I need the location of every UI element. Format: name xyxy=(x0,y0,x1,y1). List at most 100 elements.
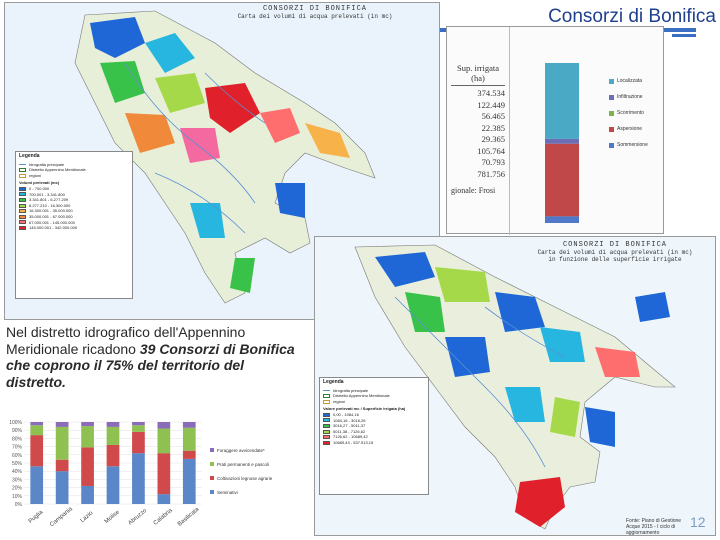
map2-legend-subtitle: Valore prelevati mc / Superficie irrigat… xyxy=(323,406,406,412)
map2-header-subtitle: Carta dei volumi di acqua prelevati (in … xyxy=(537,249,693,256)
map2-zone-cyan xyxy=(540,327,585,362)
map1-legend-label: Distretto Appennino Meridionale xyxy=(29,167,86,173)
map1-class-swatch xyxy=(19,203,26,208)
map1-class-label: 145.000.001 - 342.000.000 xyxy=(29,225,78,231)
map2-zone-cyan2 xyxy=(505,387,545,422)
map1-class-swatch xyxy=(19,220,26,225)
land-use-chart-panel: 0% 10% 20% 30% 40% 50% 60% 70% 80% 90% 100% Puglia C… xyxy=(4,416,300,538)
map2-class-label: 10689,43 - 537.913,15 xyxy=(333,439,374,445)
map2-zone-blue2 xyxy=(495,292,545,332)
chart-legend-swatch xyxy=(210,476,214,480)
chart-y-tick-label: 90% xyxy=(12,428,23,434)
map2-class-swatch xyxy=(323,429,330,434)
map1-header-subtitle: Carta dei volumi di acqua prelevati (in … xyxy=(237,13,393,20)
map2-zone-salmon xyxy=(595,347,640,377)
chart-x-tick-label: Lazio xyxy=(80,510,95,524)
chart-bar-segment xyxy=(106,422,120,427)
irrigated-area-value: 105.764 xyxy=(477,145,505,156)
map1-class-swatch xyxy=(19,192,26,197)
chart-legend-swatch xyxy=(210,448,214,452)
irrigated-area-values: 374.534 122.449 56.465 22.385 29.365 105.764 7… xyxy=(451,88,505,180)
body-text-emphasis: 39 Consorzi di Bonifica che coprono il 7… xyxy=(6,340,295,390)
map1-class-row: 3.341.801 - 6.277.209 xyxy=(19,197,129,203)
chart-bar-segment xyxy=(30,425,44,436)
map2-header: CONSORZI DI BONIFICA Carta dei volumi di… xyxy=(515,241,715,263)
map2-zone-green xyxy=(405,292,445,332)
map1-river xyxy=(154,172,246,234)
irrigated-area-header: Sup. irrigata (ha) xyxy=(451,63,505,86)
irrigation-legend-row: Aspersione xyxy=(609,121,648,137)
irrigation-stacked-bar xyxy=(545,63,579,223)
map1-class-label: 0 - 700.000 xyxy=(29,185,50,191)
map1-class-swatch xyxy=(19,225,26,230)
map1-zone-green xyxy=(100,61,145,103)
map1-zone-lime xyxy=(155,73,205,113)
chart-x-tick-label: Basilicata xyxy=(177,506,201,528)
map2-class-label: 7126,62 - 10689,42 xyxy=(333,434,368,440)
chart-x-tick-label: Puglia xyxy=(28,509,45,525)
map1-zone-cyan xyxy=(145,33,195,73)
irrigation-legend-label: Infiltrazione xyxy=(617,94,643,100)
chart-legend-label: Foraggere avvicendate* xyxy=(217,448,265,453)
chart-bar-segment xyxy=(132,422,145,426)
chart-y-tick-label: 80% xyxy=(12,436,23,442)
irrigated-area-value: 122.449 xyxy=(477,99,505,110)
chart-y-tick-label: 30% xyxy=(12,477,23,483)
chart-y-tick-label: 70% xyxy=(12,445,23,451)
irrigation-legend-swatch xyxy=(609,142,614,148)
chart-bar-segment xyxy=(55,471,69,504)
irrigation-legend-row: Localizzata xyxy=(609,73,648,89)
map2-class-label: 3016,27 - 5011,37 xyxy=(333,423,366,429)
irrigated-area-value: 781.756 xyxy=(477,168,505,179)
chart-x-tick-label: Abruzzo xyxy=(127,507,148,526)
chart-x-tick-label: Campania xyxy=(49,506,74,529)
map1-legend-swatch xyxy=(19,167,26,172)
chart-legend-label: Seminativi xyxy=(217,490,238,495)
chart-y-tick-label: 100% xyxy=(9,420,22,426)
irrigation-legend-row: Scorrimento xyxy=(609,105,648,121)
map1-zone-pink xyxy=(180,128,220,163)
chart-bar-segment xyxy=(81,422,94,427)
map1-class-label: 6.277.210 - 16.300.000 xyxy=(29,202,71,208)
map2-drawing xyxy=(354,244,676,530)
map1-zone-amber xyxy=(305,123,350,158)
chart-bar-segment xyxy=(81,447,94,486)
chart-legend-swatch xyxy=(210,462,214,466)
title-underline-accent xyxy=(672,34,696,37)
irrigated-area-value: 70.793 xyxy=(481,157,505,167)
map2-river xyxy=(484,306,566,358)
map1-legend-label: regioni xyxy=(29,172,42,178)
source-note: Fonte: Piano di Gestione Acque 2015 - I … xyxy=(626,518,682,536)
map2-class-label: 0,00 - 1084,16 xyxy=(333,411,359,417)
map2-river xyxy=(394,296,546,468)
chart-bar-segment xyxy=(182,458,196,504)
chart-x-tick-label: Molise xyxy=(104,509,122,525)
map1-class-swatch xyxy=(19,214,26,219)
chart-bar-segment xyxy=(106,466,120,504)
irrigation-inset: Sup. irrigata (ha) 374.534 122.449 56.465 2… xyxy=(446,26,664,235)
map1-class-row: 700.001 - 3.341.800 xyxy=(19,192,129,198)
map-volumes-per-area-panel[interactable]: CONSORZI DI BONIFICA Carta dei volumi di… xyxy=(314,236,716,536)
map1-class-row: 6.277.210 - 16.300.000 xyxy=(19,203,129,209)
map1-class-swatch xyxy=(19,209,26,214)
irrigated-area-value: 56.465 xyxy=(481,111,505,121)
inset-divider xyxy=(509,27,510,235)
map1-class-label: 700.001 - 3.341.800 xyxy=(29,191,65,197)
irrigated-area-value: 374.534 xyxy=(477,88,505,98)
land-use-stacked-chart: 0%10%20%30%40%50%60%70%80%90%100%Puglia C… xyxy=(9,420,273,529)
chart-bar-segment xyxy=(30,466,44,504)
chart-bar-segment xyxy=(81,426,94,448)
map2-class-label: 5011,38 - 7126,62 xyxy=(333,428,366,434)
map2-class-swatch xyxy=(323,418,330,423)
irrigation-legend: Localizzata Infiltrazione Scorrimento Asper… xyxy=(609,73,648,153)
map2-legend-row: regioni xyxy=(323,399,425,405)
irrigation-legend-label: Sommersione xyxy=(617,142,648,148)
map2-zone-blue5 xyxy=(585,407,615,447)
page-number: 12 xyxy=(690,514,706,530)
map1-zone-orange xyxy=(125,113,175,153)
map1-legend-row: Distretto Appennino Meridionale xyxy=(19,167,129,173)
body-text-prefix: Nel distretto idrografico dell'Appennino… xyxy=(6,324,246,357)
chart-bar-segment xyxy=(55,422,69,427)
map1-zone-green2 xyxy=(230,258,255,293)
map2-class-row: 10689,43 - 537.913,15 xyxy=(323,440,425,446)
